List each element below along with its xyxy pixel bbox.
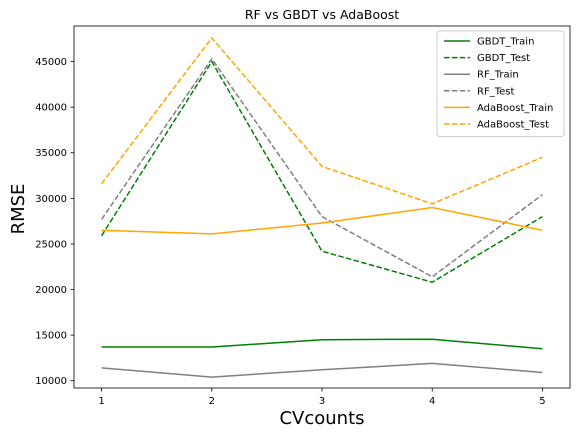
y-tick-label: 10000 [35,376,67,387]
x-tick-label: 3 [319,396,325,407]
series-line-adaboost-train [101,206,543,235]
y-tick-label: 20000 [35,285,67,296]
x-tick-label: 2 [209,396,215,407]
y-tick-label: 15000 [35,331,67,342]
x-tick-label: 5 [539,396,545,407]
series-line-rf-train [101,362,543,378]
axis-ticks: 1 2 3 4 5 10000 15000 20000 25000 30000 35000 40000… [35,57,545,407]
chart-title: RF vs GBDT vs AdaBoost [245,7,399,22]
legend-label: AdaBoost_Test [477,120,549,131]
series-line-rf-test [100,57,543,278]
legend-label: RF_Train [477,70,519,81]
legend-label: GBDT_Test [477,53,530,64]
y-tick-label: 45000 [35,57,67,68]
x-tick-label: 1 [98,396,104,407]
legend: GBDT_Train GBDT_Test RF_Train RF_Test AdaBoo… [436,30,565,138]
legend-label: AdaBoost_Train [477,103,553,114]
legend-label: GBDT_Train [477,37,534,48]
legend-label: RF_Test [477,86,514,97]
series-line-adaboost-test [101,36,543,205]
y-tick-label: 35000 [35,148,67,159]
series-lines [100,36,543,378]
x-tick-label: 4 [429,396,435,407]
plot-frame [73,25,571,389]
series-line-gbdt-test [100,60,543,284]
y-tick-label: 40000 [35,103,67,114]
y-axis-label: RMSE [8,184,29,235]
series-line-gbdt-train [101,338,543,350]
y-tick-label: 30000 [35,194,67,205]
y-tick-label: 25000 [35,239,67,250]
x-axis-label: CVcounts [279,408,364,429]
